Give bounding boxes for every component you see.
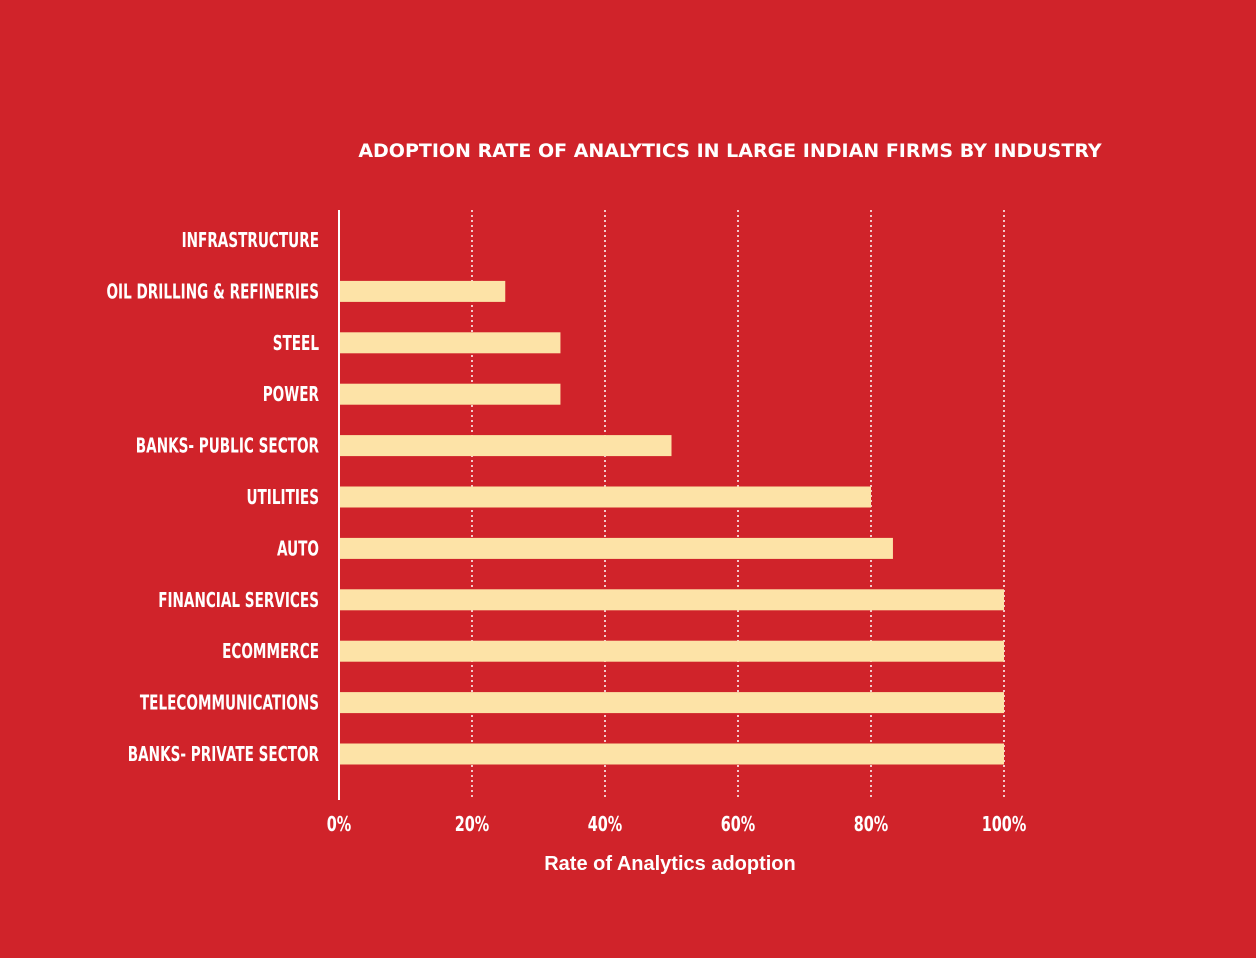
bar bbox=[339, 537, 893, 559]
category-label: BANKS- PRIVATE SECTOR bbox=[128, 742, 319, 766]
x-axis-title: Rate of Analytics adoption bbox=[544, 853, 796, 875]
bar bbox=[339, 435, 672, 457]
x-tick-label: 20% bbox=[455, 812, 490, 836]
category-label: POWER bbox=[263, 382, 319, 406]
x-tick-label: 60% bbox=[721, 812, 756, 836]
category-label: AUTO bbox=[277, 536, 319, 560]
bar bbox=[339, 589, 1004, 611]
category-label: UTILITIES bbox=[247, 485, 320, 509]
bars bbox=[339, 280, 1004, 765]
bar bbox=[339, 383, 561, 405]
x-tick-label: 40% bbox=[588, 812, 623, 836]
x-tick-label: 100% bbox=[982, 812, 1027, 836]
chart-title: ADOPTION RATE OF ANALYTICS IN LARGE INDI… bbox=[358, 140, 1102, 162]
category-label: INFRASTRUCTURE bbox=[182, 228, 319, 252]
bar bbox=[339, 692, 1004, 714]
category-label: FINANCIAL SERVICES bbox=[158, 588, 319, 612]
bar bbox=[339, 332, 561, 354]
bar bbox=[339, 743, 1004, 765]
bar bbox=[339, 486, 871, 508]
category-label: ECOMMERCE bbox=[222, 639, 319, 663]
x-tick-labels: 0% 20% 40% 60% 80% 100% bbox=[327, 812, 1027, 836]
x-tick-label: 0% bbox=[327, 812, 352, 836]
category-labels: INFRASTRUCTURE OIL DRILLING & REFINERIES S… bbox=[107, 228, 320, 766]
bar bbox=[339, 280, 506, 302]
category-label: STEEL bbox=[273, 331, 319, 355]
category-label: TELECOMMUNICATIONS bbox=[140, 691, 319, 715]
category-label: BANKS- PUBLIC SECTOR bbox=[136, 434, 319, 458]
category-label: OIL DRILLING & REFINERIES bbox=[107, 279, 320, 303]
x-tick-label: 80% bbox=[854, 812, 889, 836]
bar bbox=[339, 640, 1004, 662]
